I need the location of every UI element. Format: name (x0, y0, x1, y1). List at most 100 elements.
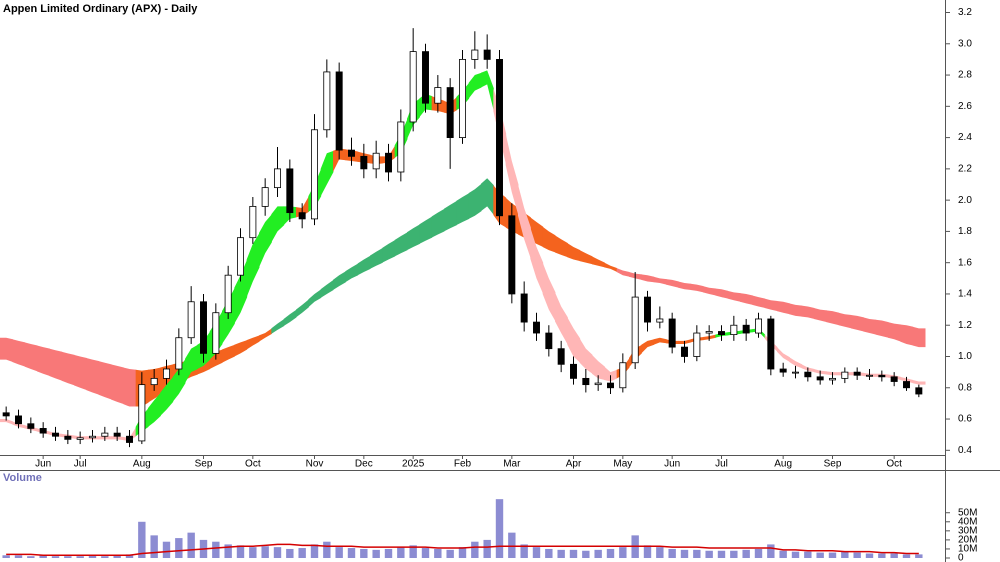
y-tick-label: 3.0 (958, 38, 972, 49)
candle-body (360, 155, 368, 170)
ribbon-band (789, 357, 803, 369)
ribbon-band (641, 274, 655, 283)
y-tick-label: 2.2 (958, 164, 972, 175)
ribbon-band (320, 150, 334, 197)
candle-body (915, 387, 923, 395)
y-tick-label: 40M (958, 516, 977, 527)
candle-body (520, 293, 528, 323)
candle-body (348, 149, 355, 157)
x-tick-label: May (613, 459, 632, 470)
ribbon-band (345, 263, 359, 283)
candle-body (804, 371, 812, 378)
volume-bar (606, 548, 615, 558)
y-tick-label: 50M (958, 507, 977, 518)
volume-bar (742, 549, 750, 558)
candle-body (570, 363, 577, 379)
volume-bar (705, 550, 713, 558)
candle-body (409, 51, 417, 123)
ribbon-band (801, 305, 815, 319)
ribbon-band (814, 308, 827, 323)
candle-body (397, 121, 405, 173)
ribbon-band (616, 268, 630, 277)
ribbon-band (370, 247, 383, 269)
volume-bar (804, 551, 812, 558)
candle-body (792, 371, 799, 374)
ribbon-band (431, 208, 445, 238)
ribbon-band (111, 364, 124, 405)
volume-title: Volume (3, 472, 42, 484)
ribbon-band (481, 178, 494, 215)
ribbon-band (777, 347, 790, 362)
volume-bar (495, 499, 504, 558)
volume-bar (2, 555, 10, 558)
ribbon-band (234, 340, 248, 357)
ribbon-band (826, 310, 840, 326)
volume-bar (249, 547, 257, 558)
volume-bar (236, 545, 245, 558)
candle-body (779, 368, 787, 373)
ribbon-band (308, 289, 322, 308)
ribbon-band (123, 367, 137, 407)
candle-body (274, 168, 281, 189)
x-tick-label: Jun (35, 459, 51, 470)
y-tick-label: 1.6 (958, 257, 972, 268)
candle-body (200, 301, 207, 354)
y-tick-label: 2.0 (958, 195, 972, 206)
volume-bar (64, 556, 72, 558)
volume-bar (409, 545, 417, 558)
ribbon-band (320, 279, 334, 298)
ribbon-band (246, 335, 260, 350)
volume-bar (545, 548, 553, 558)
candle-body (483, 49, 491, 60)
ribbon-band (579, 250, 593, 265)
volume-bar (569, 549, 578, 558)
ribbon-band (703, 286, 716, 296)
ribbon-band (542, 262, 556, 322)
volume-bar (347, 548, 356, 558)
candle-body (656, 318, 664, 323)
ribbon-band (592, 354, 605, 380)
volume-bar (841, 551, 849, 558)
y-tick-label: 0.6 (958, 414, 972, 425)
volume-bar (372, 549, 380, 558)
candle-body (866, 374, 873, 377)
volume-bar (286, 548, 294, 558)
x-tick-label: Sep (195, 459, 213, 470)
volume-bar (360, 548, 368, 558)
candle-body (582, 377, 590, 386)
y-tick-label: 30M (958, 525, 977, 536)
volume-bar (668, 548, 676, 558)
candle-body (693, 332, 701, 357)
volume-bar (113, 555, 121, 558)
volume-bar (224, 544, 232, 558)
ribbon-band (61, 351, 75, 386)
volume-bar (261, 546, 269, 558)
ribbon-band (271, 206, 285, 243)
candle-body (496, 59, 503, 217)
y-tick-label: 20M (958, 535, 977, 546)
y-tick-label: 1.8 (958, 226, 972, 237)
ribbon-band (752, 295, 766, 309)
volume-bar (175, 538, 183, 558)
candle-body (668, 318, 676, 348)
volume-bar (680, 549, 689, 558)
candle-body (681, 346, 688, 357)
volume-bar (471, 541, 479, 558)
ribbon-band (86, 358, 100, 395)
volume-bar (619, 547, 627, 558)
volume-bar (88, 555, 97, 558)
volume-bar (458, 547, 467, 558)
x-tick-label: Jul (715, 459, 728, 470)
ribbon-band (283, 309, 297, 327)
y-tick-label: 2.8 (958, 70, 972, 81)
candle-body (903, 381, 910, 389)
ribbon-band (222, 344, 235, 363)
volume-bar (902, 554, 911, 558)
volume-bar (162, 541, 171, 558)
ribbon-band (838, 312, 852, 329)
candle-body (631, 296, 639, 364)
candle-body (175, 337, 183, 370)
volume-bar (532, 547, 541, 558)
volume-bar (915, 554, 923, 558)
candle-body (730, 324, 738, 336)
